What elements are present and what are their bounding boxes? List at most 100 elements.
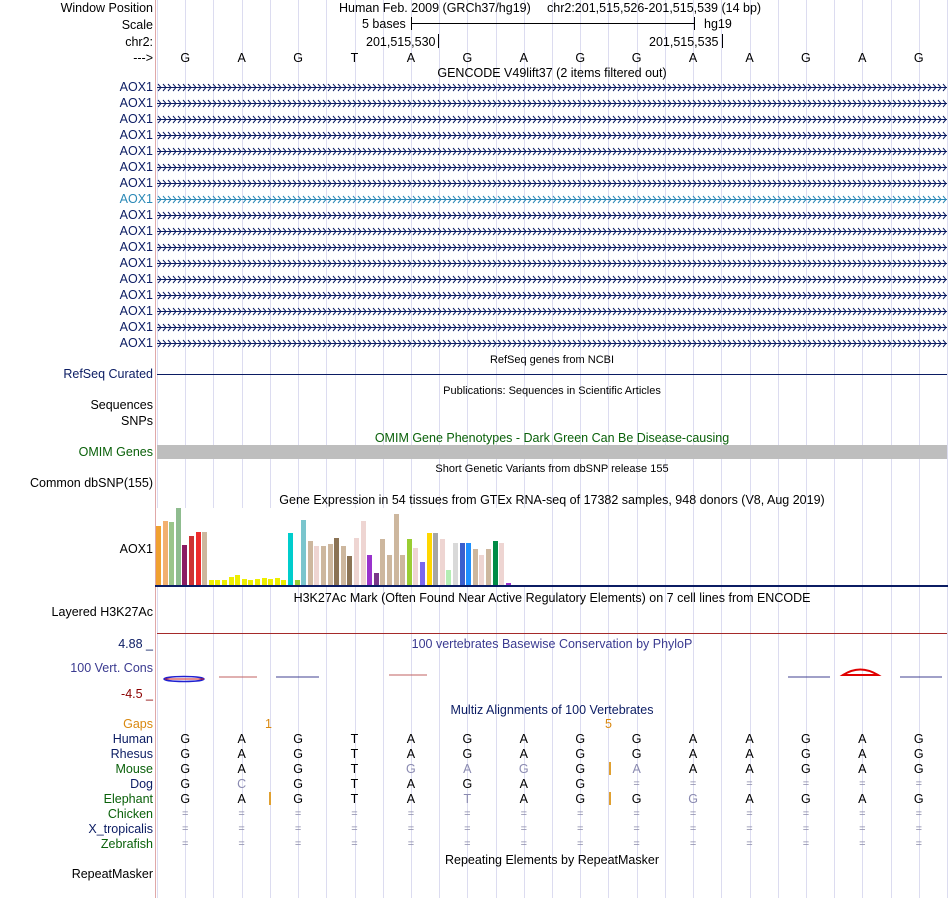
gencode-transcript-label[interactable]: AOX1: [119, 144, 153, 158]
species-label-zebrafish[interactable]: Zebrafish: [100, 837, 153, 851]
species-label-mouse[interactable]: Mouse: [115, 762, 153, 776]
gencode-transcript-label[interactable]: AOX1: [119, 256, 153, 270]
gtex-tissue-bar[interactable]: [341, 546, 346, 585]
gencode-transcript-arrows[interactable]: [157, 131, 947, 140]
gtex-tissue-bar[interactable]: [248, 580, 253, 585]
species-label-human[interactable]: Human: [112, 732, 153, 746]
gtex-tissue-bar[interactable]: [222, 580, 227, 585]
gaps-label[interactable]: Gaps: [123, 717, 153, 731]
gtex-tissue-bar[interactable]: [281, 580, 286, 585]
gencode-transcript-arrows[interactable]: [157, 163, 947, 172]
gencode-transcript-arrows[interactable]: [157, 99, 947, 108]
omim-gene-bar[interactable]: [157, 445, 947, 459]
gencode-transcript-arrows[interactable]: [157, 339, 947, 348]
gencode-transcript-arrows[interactable]: [157, 115, 947, 124]
gtex-tissue-bar[interactable]: [413, 548, 418, 585]
gtex-tissue-bar[interactable]: [209, 580, 214, 585]
gencode-transcript-arrows[interactable]: [157, 243, 947, 252]
gtex-tissue-bar[interactable]: [446, 570, 451, 585]
refseq-track-title[interactable]: RefSeq genes from NCBI: [489, 354, 615, 366]
gtex-tissue-bar[interactable]: [453, 543, 458, 585]
gtex-tissue-bar[interactable]: [493, 541, 498, 585]
gtex-tissue-bar[interactable]: [189, 536, 194, 585]
gtex-tissue-bar[interactable]: [196, 532, 201, 585]
gtex-tissue-bar[interactable]: [499, 543, 504, 585]
gtex-tissue-bar[interactable]: [235, 575, 240, 585]
dbsnp-label[interactable]: Common dbSNP(155): [30, 476, 153, 490]
gtex-tissue-bar[interactable]: [354, 538, 359, 585]
gtex-tissue-bar[interactable]: [361, 521, 366, 585]
gtex-tissue-bar[interactable]: [347, 556, 352, 585]
dbsnp-track-title[interactable]: Short Genetic Variants from dbSNP releas…: [435, 463, 669, 475]
h3k27ac-signal-line[interactable]: [157, 633, 947, 634]
omim-label[interactable]: OMIM Genes: [78, 445, 153, 459]
species-label-elephant[interactable]: Elephant: [103, 792, 153, 806]
h3k27ac-label[interactable]: Layered H3K27Ac: [51, 605, 153, 619]
gencode-transcript-label[interactable]: AOX1: [119, 336, 153, 350]
gencode-transcript-label[interactable]: AOX1: [119, 176, 153, 190]
gtex-tissue-bar[interactable]: [268, 579, 273, 585]
gtex-track-title[interactable]: Gene Expression in 54 tissues from GTEx …: [279, 493, 825, 507]
gencode-transcript-label[interactable]: AOX1: [119, 272, 153, 286]
gencode-transcript-label[interactable]: AOX1: [119, 304, 153, 318]
gtex-tissue-bar[interactable]: [479, 555, 484, 585]
gtex-tissue-bar[interactable]: [460, 543, 465, 585]
gencode-transcript-arrows[interactable]: [157, 179, 947, 188]
gtex-tissue-bar[interactable]: [169, 522, 174, 585]
gtex-tissue-bar[interactable]: [394, 514, 399, 585]
gencode-track-title[interactable]: GENCODE V49lift37 (2 items filtered out): [437, 66, 667, 80]
gtex-tissue-bar[interactable]: [387, 555, 392, 585]
gtex-tissue-bar[interactable]: [466, 543, 471, 585]
gtex-tissue-bar[interactable]: [380, 539, 385, 585]
gtex-tissue-bar[interactable]: [229, 577, 234, 585]
gencode-transcript-label[interactable]: AOX1: [119, 224, 153, 238]
repeatmasker-track-title[interactable]: Repeating Elements by RepeatMasker: [444, 853, 660, 867]
h3k27ac-track-title[interactable]: H3K27Ac Mark (Often Found Near Active Re…: [293, 591, 811, 605]
gtex-tissue-bar[interactable]: [440, 539, 445, 585]
snps-label[interactable]: SNPs: [121, 414, 153, 428]
gencode-transcript-arrows[interactable]: [157, 83, 947, 92]
refseq-gene-line[interactable]: [157, 374, 947, 375]
gtex-tissue-bar[interactable]: [420, 562, 425, 585]
gtex-tissue-bar[interactable]: [506, 583, 511, 585]
gencode-transcript-label[interactable]: AOX1: [119, 288, 153, 302]
sequences-label[interactable]: Sequences: [90, 398, 153, 412]
gtex-tissue-bar[interactable]: [486, 549, 491, 585]
gtex-tissue-bar[interactable]: [367, 555, 372, 585]
refseq-label[interactable]: RefSeq Curated: [63, 367, 153, 381]
gencode-transcript-label[interactable]: AOX1: [119, 208, 153, 222]
gtex-tissue-bar[interactable]: [400, 555, 405, 585]
gtex-tissue-bar[interactable]: [473, 549, 478, 585]
species-label-dog[interactable]: Dog: [130, 777, 153, 791]
gtex-tissue-bar[interactable]: [176, 508, 181, 585]
gtex-tissue-bar[interactable]: [301, 520, 306, 585]
gencode-transcript-label[interactable]: AOX1: [119, 320, 153, 334]
gtex-tissue-bar[interactable]: [163, 521, 168, 585]
gtex-tissue-bar[interactable]: [314, 546, 319, 585]
gtex-tissue-bar[interactable]: [242, 579, 247, 585]
omim-track-title[interactable]: OMIM Gene Phenotypes - Dark Green Can Be…: [374, 431, 730, 445]
species-label-rhesus[interactable]: Rhesus: [110, 747, 153, 761]
gencode-transcript-arrows[interactable]: [157, 227, 947, 236]
phylop-label[interactable]: 100 Vert. Cons: [70, 661, 153, 675]
gencode-transcript-arrows[interactable]: [157, 291, 947, 300]
gencode-transcript-arrows[interactable]: [157, 147, 947, 156]
gtex-tissue-bar[interactable]: [308, 541, 313, 585]
gtex-tissue-bar[interactable]: [275, 578, 280, 585]
gencode-transcript-arrows[interactable]: [157, 259, 947, 268]
gtex-tissue-bar[interactable]: [427, 533, 432, 585]
gencode-transcript-label[interactable]: AOX1: [119, 80, 153, 94]
gtex-tissue-bar[interactable]: [262, 578, 267, 585]
gencode-transcript-label[interactable]: AOX1: [119, 112, 153, 126]
repeatmasker-label[interactable]: RepeatMasker: [71, 867, 153, 881]
gtex-tissue-bar[interactable]: [182, 545, 187, 585]
gencode-transcript-arrows[interactable]: [157, 307, 947, 316]
phylop-track-title[interactable]: 100 vertebrates Basewise Conservation by…: [411, 637, 693, 651]
gtex-tissue-bar[interactable]: [156, 526, 161, 585]
gtex-tissue-bar[interactable]: [407, 539, 412, 585]
species-label-x_tropicalis[interactable]: X_tropicalis: [88, 822, 153, 836]
gencode-transcript-label[interactable]: AOX1: [119, 160, 153, 174]
gtex-tissue-bar[interactable]: [295, 580, 300, 585]
gtex-tissue-bar[interactable]: [288, 533, 293, 585]
